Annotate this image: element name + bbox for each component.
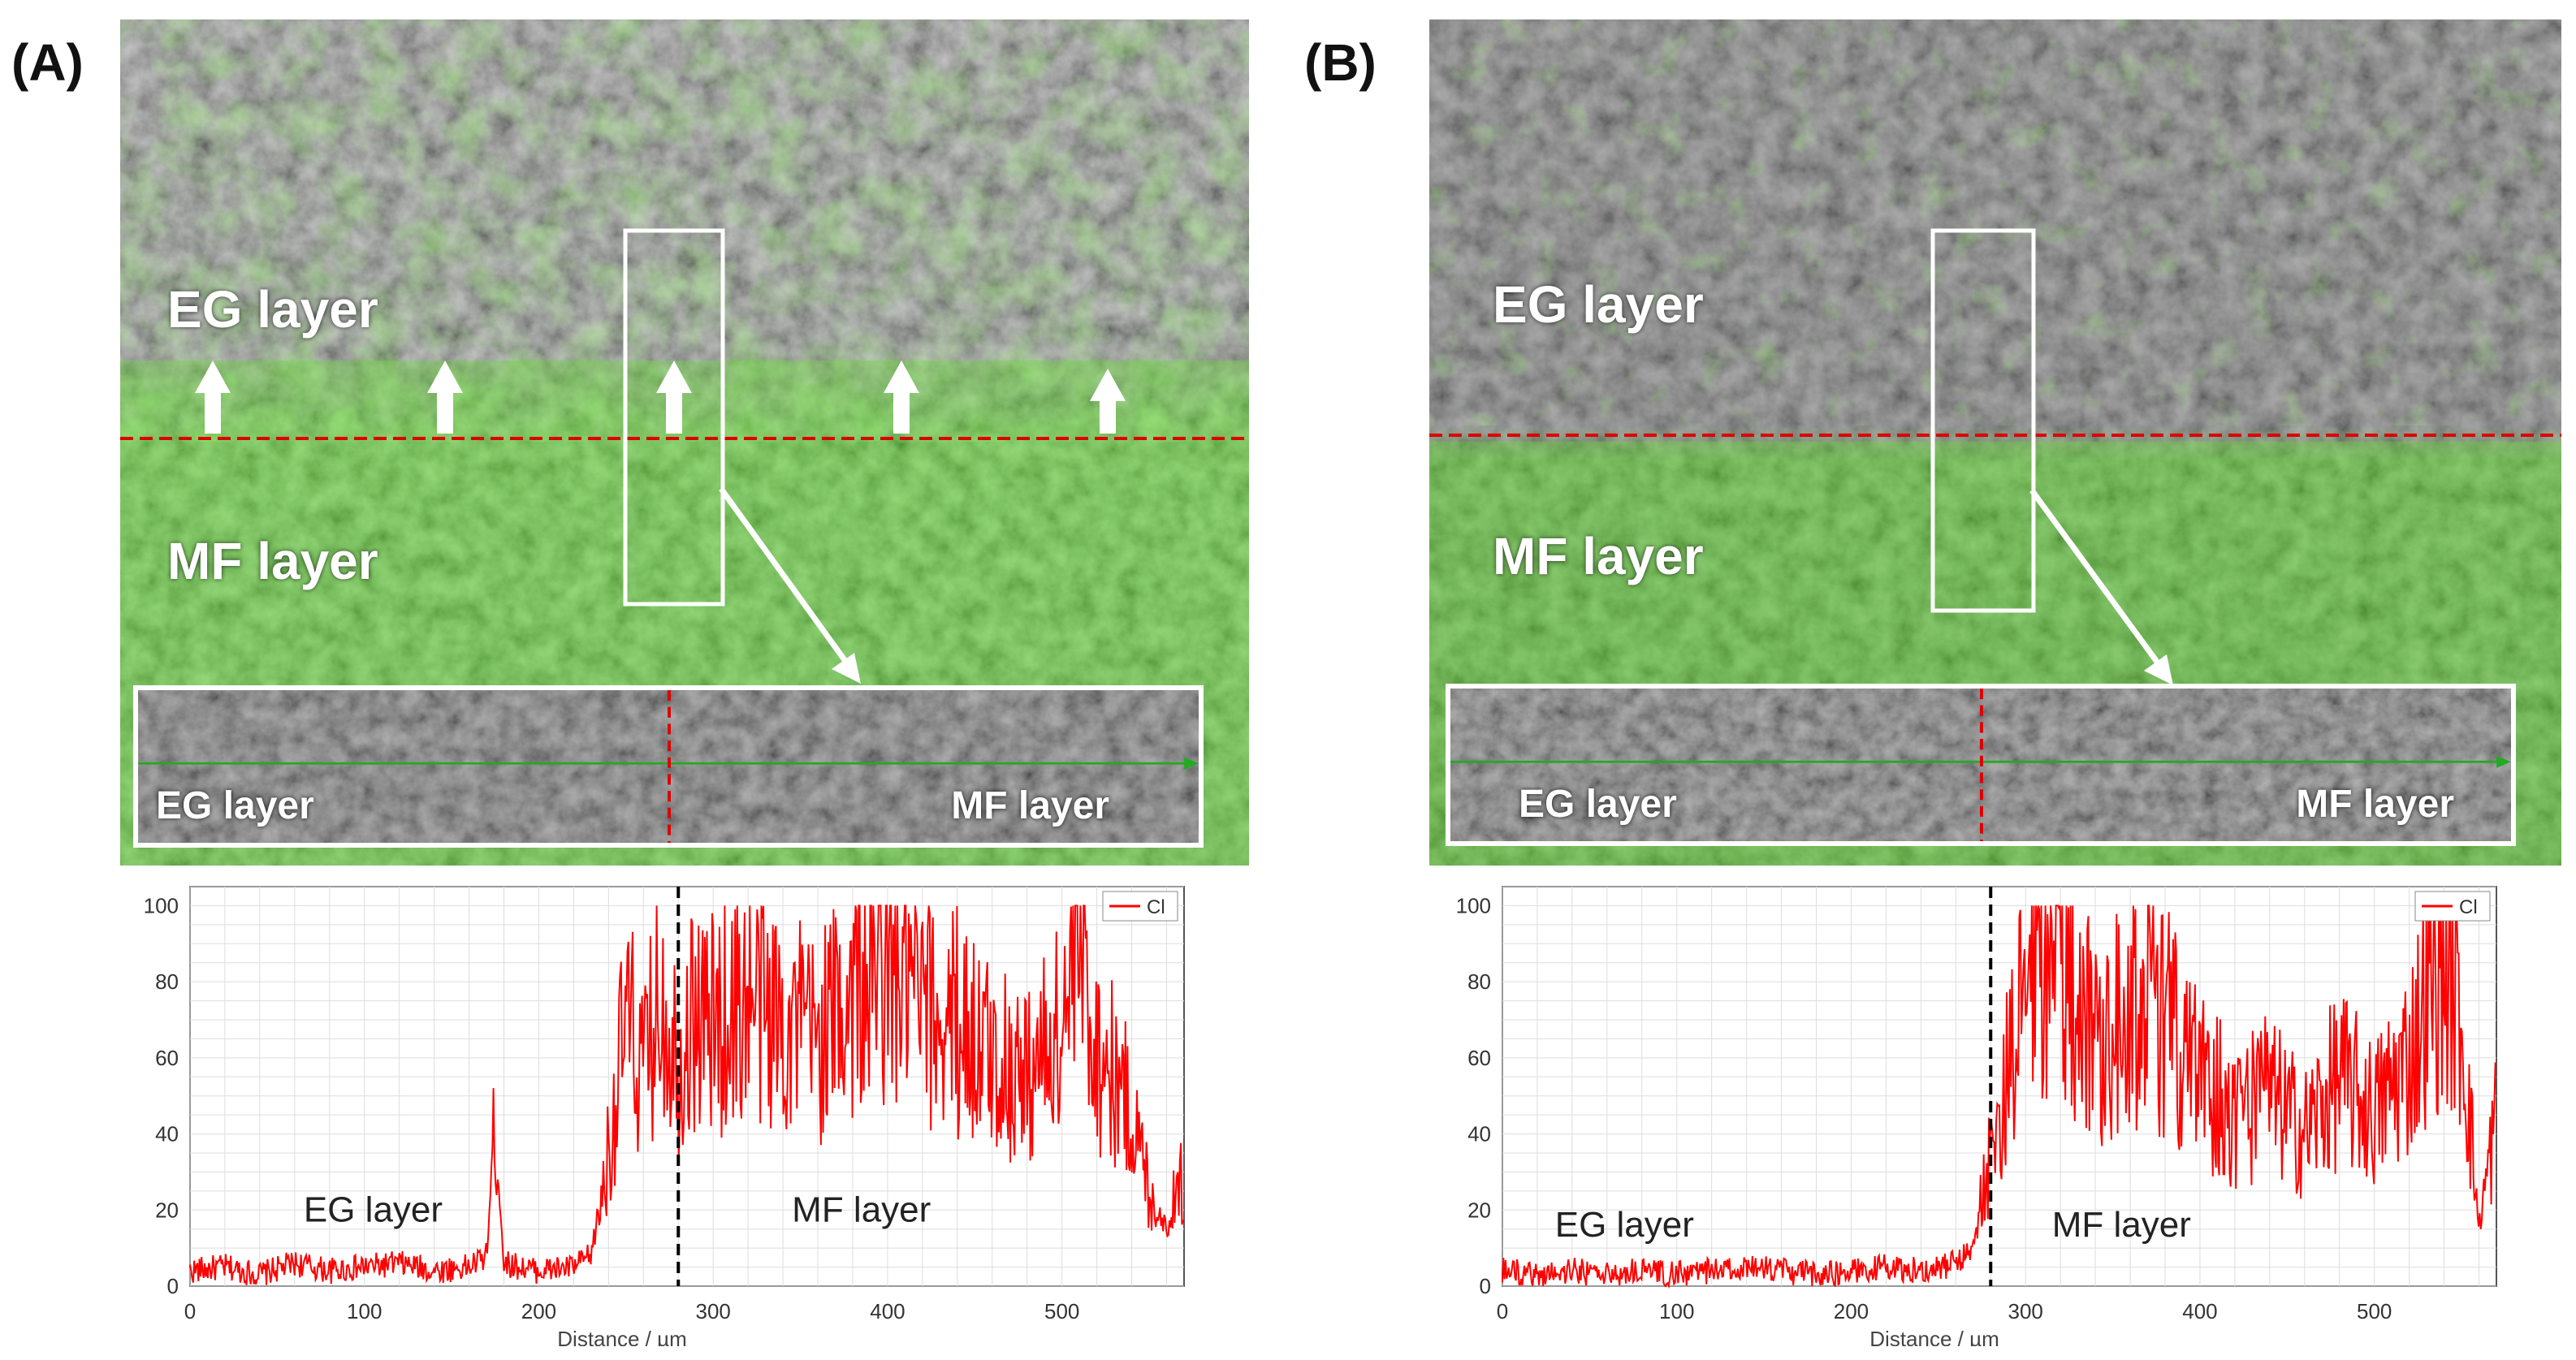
inset-mf-label: MF layer <box>951 784 1109 827</box>
figure-panel-a: (A) <box>11 19 1249 1346</box>
x-tick-label: 500 <box>2357 1299 2392 1323</box>
chart-eg-label: EG layer <box>304 1189 443 1229</box>
y-tick-label: 80 <box>1467 969 1491 994</box>
zoom-arrow <box>2029 488 2166 673</box>
chlorine-speckle <box>1429 19 2561 425</box>
y-tick-label: 20 <box>1467 1198 1491 1222</box>
mf-layer-label: MF layer <box>167 532 378 590</box>
x-tick-label: 500 <box>1044 1299 1079 1323</box>
y-tick-label: 100 <box>1456 893 1491 917</box>
y-tick-label: 0 <box>1480 1274 1491 1298</box>
up-arrow-icon <box>884 361 919 434</box>
inset-image <box>138 690 1199 843</box>
x-tick-label: 300 <box>696 1299 731 1323</box>
line-scan-chart: 0 100 200 300 400 500 0 20 40 60 80 100 Distance / µ… <box>1413 875 2514 1346</box>
up-arrow-icon <box>1090 369 1126 434</box>
selection-box <box>623 228 725 607</box>
y-tick-label: 80 <box>155 969 179 994</box>
chart-mf-label: MF layer <box>792 1189 931 1229</box>
chart-mf-label: MF layer <box>2052 1205 2191 1245</box>
y-tick-label: 40 <box>155 1122 179 1146</box>
y-tick-label: 40 <box>1467 1122 1491 1146</box>
y-tick-label: 60 <box>1467 1046 1491 1070</box>
chart-svg: 0 100 200 300 400 500 0 20 40 60 80 100 Distance / µ… <box>144 886 1185 1346</box>
x-tick-label: 0 <box>184 1299 196 1323</box>
x-tick-label: 0 <box>1497 1299 1508 1323</box>
up-arrow-icon <box>427 361 463 434</box>
panel-label: (A) <box>11 33 84 92</box>
line-scan-inset: EG layer MF layer <box>1446 684 2516 846</box>
sem-micrograph: EG layer MF layer EG layer MF layer <box>120 19 1249 866</box>
x-tick-label: 100 <box>347 1299 382 1323</box>
mf-layer-label: MF layer <box>1493 527 1704 585</box>
scan-arrow-icon <box>1184 757 1199 770</box>
inset-eg-label: EG layer <box>1519 783 1677 826</box>
x-axis-label: Distance / µm <box>557 1327 686 1346</box>
x-tick-label: 200 <box>1834 1299 1869 1323</box>
inset-mf-label: MF layer <box>2296 783 2454 826</box>
up-arrow-icon <box>195 361 231 434</box>
sem-micrograph: EG layer MF layer EG layer MF layer <box>1429 19 2561 866</box>
eg-layer-label: EG layer <box>1493 275 1704 334</box>
inset-image <box>1450 689 2511 841</box>
x-tick-label: 100 <box>1659 1299 1694 1323</box>
series-line-cl <box>189 905 1184 1285</box>
scan-arrow-icon <box>2496 755 2511 768</box>
line-scan-inset: EG layer MF layer <box>133 685 1204 848</box>
legend-label: Cl <box>2459 896 2478 918</box>
zoom-arrow <box>719 486 854 671</box>
up-arrow-icon <box>656 361 692 434</box>
line-scan-chart: 0 100 200 300 400 500 0 20 40 60 80 100 Distance / µ… <box>101 875 1202 1346</box>
figure-panel-b: (B) <box>1288 0 2576 1360</box>
y-tick-label: 0 <box>167 1274 179 1298</box>
zoom-arrow-head <box>2144 654 2173 685</box>
x-tick-label: 400 <box>870 1299 905 1323</box>
x-axis-label: Distance / µm <box>1869 1327 1999 1346</box>
x-tick-label: 400 <box>2182 1299 2217 1323</box>
y-tick-label: 20 <box>155 1198 179 1222</box>
sem-image <box>120 19 1249 866</box>
zoom-arrow-head <box>832 653 861 684</box>
arrows-up <box>195 361 1126 434</box>
chart-svg: 0 100 200 300 400 500 0 20 40 60 80 100 Distance / µ… <box>1456 886 2497 1346</box>
inset-eg-label: EG layer <box>156 784 314 827</box>
panel-label: (B) <box>1304 33 1377 92</box>
series-line-cl <box>1502 905 2496 1289</box>
eg-layer-label: EG layer <box>167 280 378 339</box>
selection-box <box>1930 228 2036 613</box>
x-tick-label: 200 <box>521 1299 556 1323</box>
y-tick-label: 100 <box>144 893 179 917</box>
x-tick-label: 300 <box>2008 1299 2043 1323</box>
chart-eg-label: EG layer <box>1555 1205 1694 1245</box>
legend-label: Cl <box>1147 896 1165 918</box>
y-tick-label: 60 <box>155 1046 179 1070</box>
